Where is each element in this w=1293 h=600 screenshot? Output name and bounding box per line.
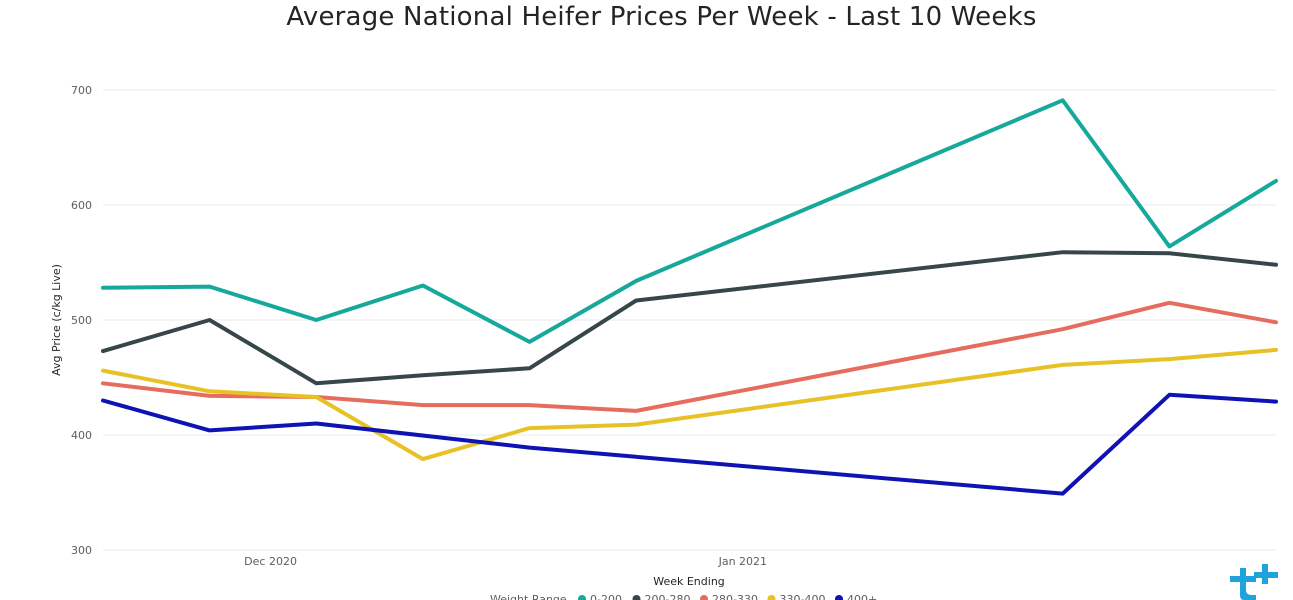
legend-marker (578, 595, 586, 600)
legend-label: 0-200 (590, 593, 622, 600)
y-axis-label: Avg Price (c/kg Live) (50, 264, 63, 376)
legend-marker (835, 595, 843, 600)
series-line-5 (101, 392, 1278, 496)
y-tick-label: 600 (71, 199, 92, 212)
tt-logo-icon (1230, 564, 1278, 600)
legend-marker (700, 595, 708, 600)
y-tick-label: 400 (71, 429, 92, 442)
y-tick-label: 500 (71, 314, 92, 327)
y-tick-label: 300 (71, 544, 92, 557)
legend-label: 200-280 (645, 593, 691, 600)
legend-label: 330-400 (780, 593, 826, 600)
y-axis-ticks: 300 400 500 600 700 (71, 84, 92, 557)
legend-marker (632, 595, 641, 600)
series-line-4 (101, 347, 1278, 462)
y-tick-label: 700 (71, 84, 92, 97)
legend-title: Weight Range (490, 593, 567, 600)
x-axis-ticks: Dec 2020 Jan 2021 (244, 555, 767, 568)
series-lines (101, 98, 1278, 496)
legend-label: 280-330 (712, 593, 758, 600)
series-line-1 (101, 98, 1278, 344)
legend-marker (767, 595, 776, 600)
series-line-3 (101, 300, 1278, 413)
x-tick-label: Jan 2021 (718, 555, 767, 568)
x-tick-label: Dec 2020 (244, 555, 297, 568)
chart-title: Average National Heifer Prices Per Week … (286, 2, 1037, 32)
legend-label: 400+ (847, 593, 877, 600)
legend: Weight Range 0-200 200-280 280-330 330-400 40… (490, 593, 877, 600)
x-axis-label: Week Ending (653, 575, 725, 588)
series-line-2 (101, 250, 1278, 386)
gridlines (103, 89, 1276, 551)
